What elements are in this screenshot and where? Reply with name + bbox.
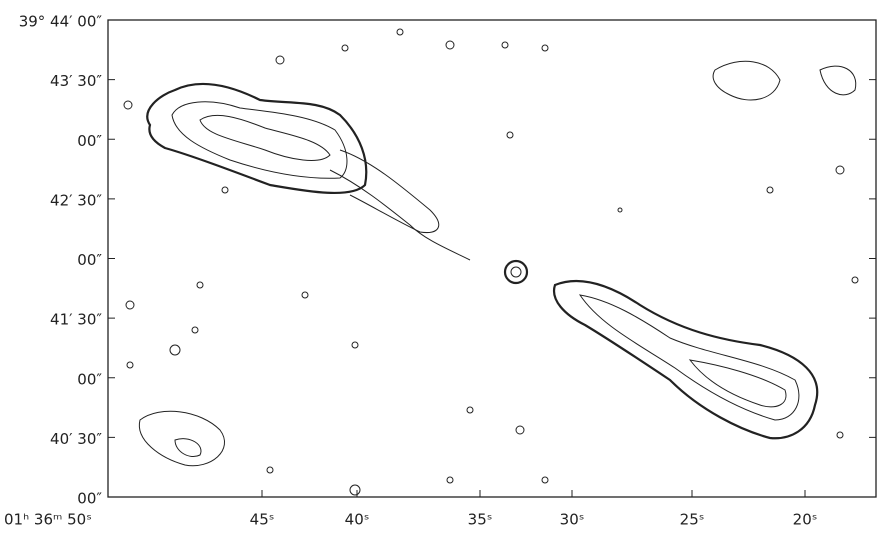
y-tick-label: 39° 44′ 00″ bbox=[19, 13, 103, 31]
x-tick-label: 35ˢ bbox=[468, 511, 493, 529]
x-tick-label: 40ˢ bbox=[345, 511, 370, 529]
y-tick-label: 41′ 30″ bbox=[50, 311, 102, 329]
x-tick-label: 01ʰ 36ᵐ 50ˢ bbox=[4, 511, 92, 529]
x-ticks: 01ʰ 36ᵐ 50ˢ 45ˢ 40ˢ 35ˢ 30ˢ 25ˢ 20ˢ bbox=[4, 490, 817, 529]
y-tick-label: 00″ bbox=[77, 370, 102, 388]
contours bbox=[123, 28, 859, 496]
x-tick-label: 45ˢ bbox=[250, 511, 275, 529]
y-ticks: 39° 44′ 00″ 43′ 30″ 00″ 42′ 30″ 00″ 41′ 30″ 00… bbox=[19, 13, 876, 508]
y-tick-label: 43′ 30″ bbox=[50, 72, 102, 90]
y-tick-label: 40′ 30″ bbox=[50, 430, 102, 448]
y-tick-label: 00″ bbox=[77, 490, 102, 508]
y-tick-label: 00″ bbox=[77, 251, 102, 269]
y-tick-label: 42′ 30″ bbox=[50, 191, 102, 209]
x-tick-label: 25ˢ bbox=[680, 511, 705, 529]
x-tick-label: 20ˢ bbox=[793, 511, 818, 529]
x-tick-label: 30ˢ bbox=[560, 511, 585, 529]
y-tick-label: 00″ bbox=[77, 132, 102, 150]
frame bbox=[107, 19, 877, 498]
